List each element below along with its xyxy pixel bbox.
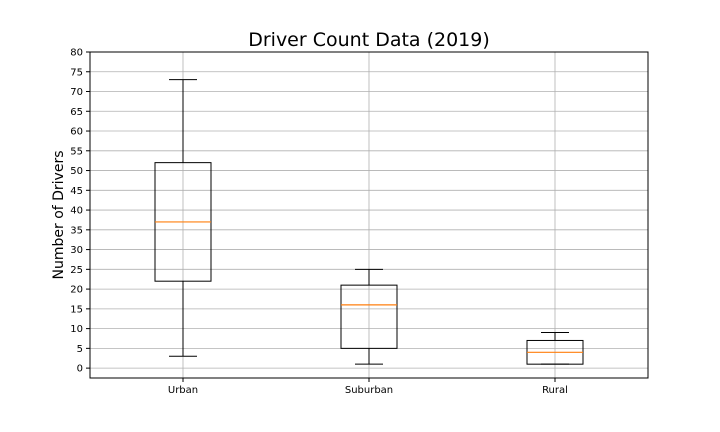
y-tick-label: 70 — [70, 87, 83, 98]
y-axis: 0 5 10 15 20 25 30 35 40 45 50 55 60 65 70 75 80 — [70, 48, 90, 375]
box-rural — [526, 332, 584, 365]
y-tick-label: 25 — [70, 265, 83, 276]
y-tick-label: 15 — [70, 304, 83, 315]
y-tick-label: 45 — [70, 186, 83, 197]
box-suburban — [340, 268, 398, 365]
chart-title: Driver Count Data (2019) — [248, 29, 490, 51]
y-axis-label: Number of Drivers — [51, 150, 67, 279]
y-tick-label: 35 — [70, 225, 83, 236]
y-tick-label: 40 — [70, 206, 83, 217]
y-tick-label: 10 — [70, 324, 83, 335]
y-tick-label: 60 — [70, 127, 83, 138]
y-tick-label: 30 — [70, 245, 83, 256]
grid — [90, 51, 648, 378]
box-urban — [154, 79, 212, 357]
y-tick-label: 50 — [70, 166, 83, 177]
y-tick-label: 75 — [70, 67, 83, 78]
x-axis: Urban Suburban Rural — [168, 378, 568, 396]
y-tick-label: 65 — [70, 107, 83, 118]
y-tick-label: 55 — [70, 146, 83, 157]
y-tick-label: 80 — [70, 48, 83, 59]
y-tick-label: 0 — [77, 364, 83, 375]
x-tick-label-suburban: Suburban — [345, 385, 393, 396]
x-tick-label-rural: Rural — [542, 385, 568, 396]
x-tick-label-urban: Urban — [168, 385, 198, 396]
iqr-box — [340, 284, 398, 349]
boxes — [154, 79, 584, 365]
y-tick-label: 20 — [70, 285, 83, 296]
y-tick-label: 5 — [77, 344, 83, 355]
